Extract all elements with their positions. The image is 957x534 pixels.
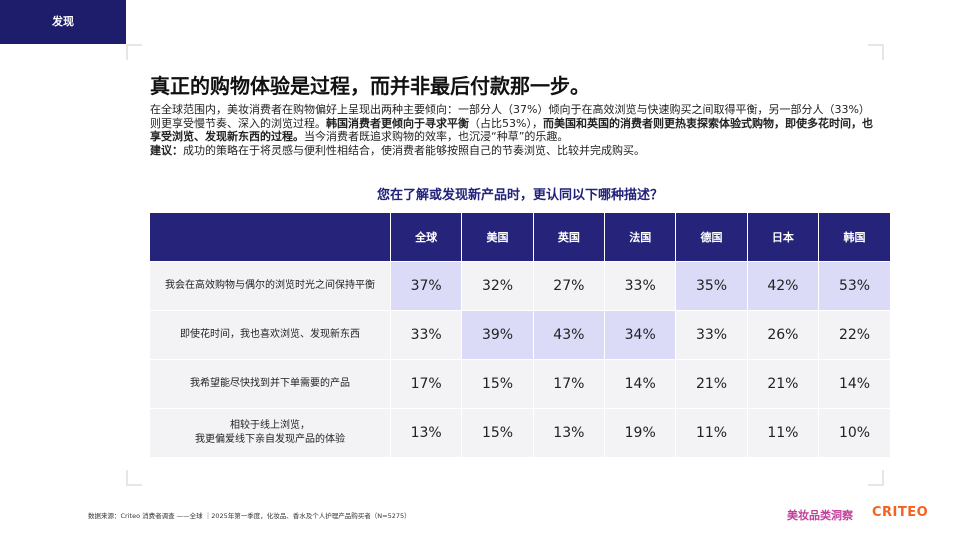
text-segment: 建议： [150,143,183,157]
value-cell: 10% [818,408,890,457]
value-cell: 27% [532,261,605,311]
source-note: 数据来源：Criteo 消费者调查 ——全球 ｜2025年第一季度，化妆品、香水… [88,512,411,520]
value-cell: 35% [675,261,748,311]
value-cell: 39% [461,310,534,360]
text-segment: 当今消费者既追求购物的效率，也沉浸“种草”的乐趣。 [304,130,569,143]
value-cell: 53% [818,261,890,311]
row-label: 即使花时间，我也喜欢浏览、发现新东西 [150,310,391,360]
table-row: 即使花时间，我也喜欢浏览、发现新东西 33% 39% 43% 34% 33% 26% 22% [150,310,890,360]
text-segment: 在全球范围内，美妆消费者在购物偏好上呈现出两种主要倾向：一部分人（37%）倾向于… [150,103,870,130]
value-cell: 22% [818,310,890,360]
table: 全球 美国 英国 法国 德国 日本 韩国 我会在高效购物与偶尔的浏览时光之间保持平衡 37% 32… [150,213,890,457]
value-cell: 14% [604,359,676,409]
column-header: 法国 [604,213,676,262]
value-cell: 15% [461,408,534,457]
row-label: 我会在高效购物与偶尔的浏览时光之间保持平衡 [150,261,391,311]
column-header: 日本 [746,213,819,262]
text-segment: （占比53%）， [469,116,543,130]
table-row: 我会在高效购物与偶尔的浏览时光之间保持平衡 37% 32% 27% 33% 35% 42% 5… [150,261,890,311]
value-cell: 15% [461,359,534,409]
value-cell: 37% [389,261,462,311]
column-header: 全球 [389,213,462,262]
column-header: 美国 [461,213,534,262]
text-segment: 韩国消费者更倾向于寻求平衡 [326,116,469,130]
body-text: 在全球范围内，美妆消费者在购物偏好上呈现出两种主要倾向：一部分人（37%）倾向于… [150,103,875,157]
logo: CRITEO [872,505,929,520]
corner [126,470,142,486]
value-cell: 21% [675,359,748,409]
column-header: 英国 [532,213,605,262]
value-cell: 13% [389,408,462,457]
value-cell: 26% [746,310,819,360]
column-header: 德国 [675,213,748,262]
corner [126,44,142,60]
brand: 美妆品类洞察 [787,509,853,522]
value-cell: 21% [746,359,819,409]
value-cell: 17% [389,359,462,409]
value-cell: 11% [746,408,819,457]
value-cell: 14% [818,359,890,409]
value-cell: 19% [604,408,676,457]
value-cell: 33% [675,310,748,360]
title: 真正的购物体验是过程，而并非最后付款那一步。 [150,74,590,98]
corner [868,44,884,60]
value-cell: 13% [532,408,605,457]
table-row: 相较于线上浏览， 我更偏爱线下亲自发现产品的体验 13% 15% 13% 19% 11% 1… [150,408,890,457]
value-cell: 17% [532,359,605,409]
value-cell: 34% [604,310,676,360]
value-cell: 33% [604,261,676,311]
text-segment: 而美国和英国的消费者则更热衷探索体验式购物，即使多花时间，也享受浏览、发现新东西… [150,116,873,144]
paragraph: 在全球范围内，美妆消费者在购物偏好上呈现出两种主要倾向：一部分人（37%）倾向于… [150,103,875,144]
question: 您在了解或发现新产品时，更认同以下哪种描述？ [376,188,663,203]
paragraph: 建议：成功的策略在于将灵感与便利性相结合，使消费者能够按照自己的节奏浏览、比较并… [150,144,875,158]
header-cell [150,213,391,262]
row-label: 我希望能尽快找到并下单需要的产品 [150,359,391,409]
row-label: 相较于线上浏览， 我更偏爱线下亲自发现产品的体验 [150,408,391,457]
column-header: 韩国 [818,213,890,262]
value-cell: 42% [746,261,819,311]
corner [868,470,884,486]
text-segment: 成功的策略在于将灵感与便利性相结合，使消费者能够按照自己的节奏浏览、比较并完成购… [183,143,645,157]
section-tab: 发现 [0,0,126,44]
value-cell: 32% [461,261,534,311]
table-row: 我希望能尽快找到并下单需要的产品 17% 15% 17% 14% 21% 21% 14% [150,359,890,409]
value-cell: 43% [532,310,605,360]
value-cell: 33% [389,310,462,360]
value-cell: 11% [675,408,748,457]
